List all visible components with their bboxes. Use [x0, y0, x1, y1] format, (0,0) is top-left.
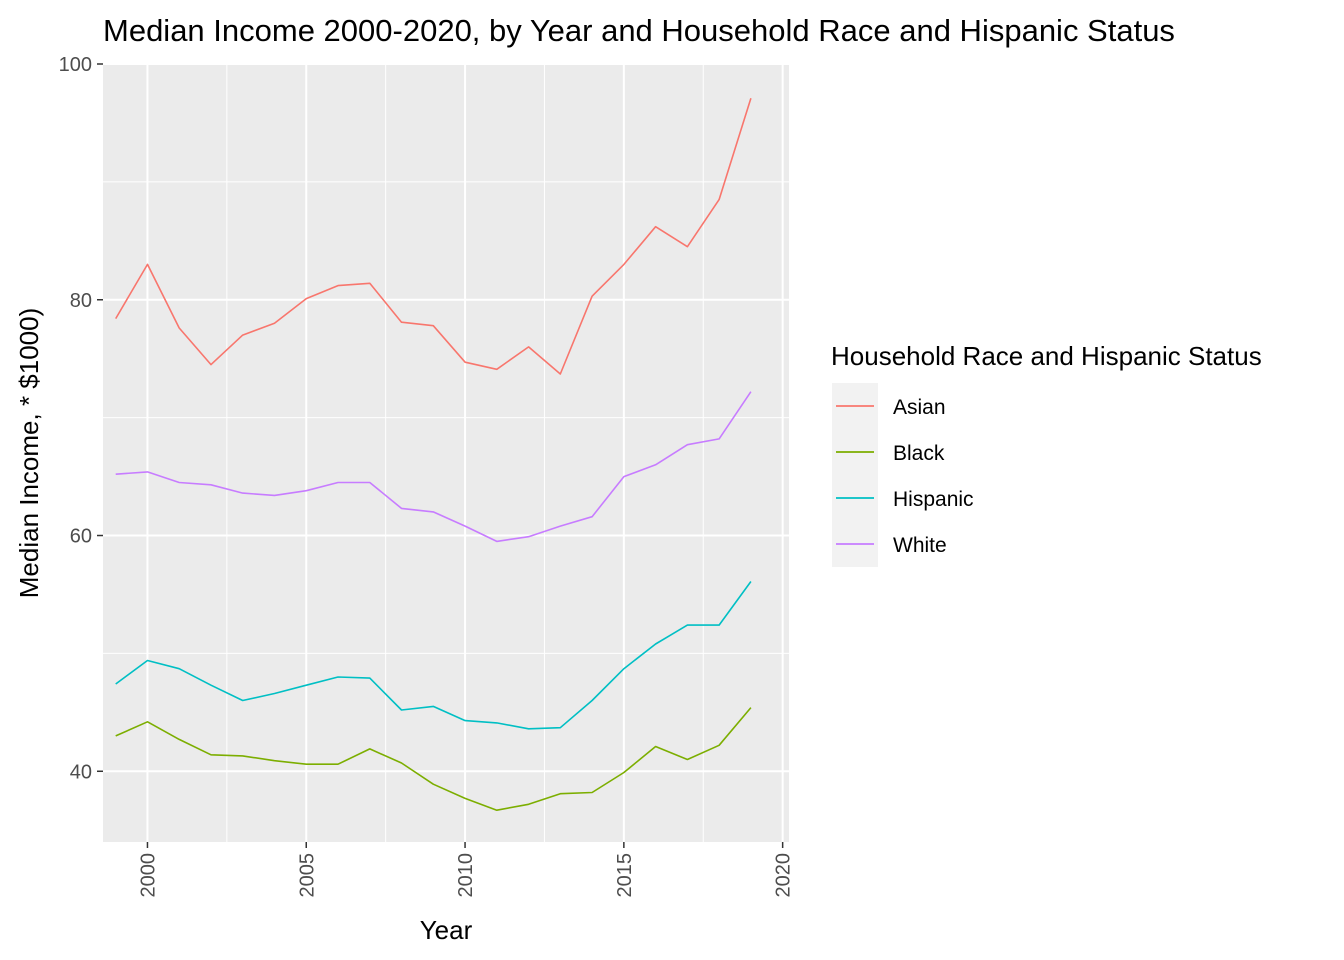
- y-tick-label: 100: [59, 54, 92, 76]
- series-lines: [115, 97, 752, 812]
- x-tick-label: 2015: [614, 853, 636, 898]
- x-tick-label: 2000: [137, 853, 159, 898]
- legend-label-hispanic: Hispanic: [893, 488, 974, 511]
- plot-panel: [103, 64, 789, 842]
- chart-title: Median Income 2000-2020, by Year and Hou…: [103, 13, 1175, 48]
- legend: Asian Black Hispanic White: [832, 383, 974, 567]
- series-line-black: [115, 707, 752, 812]
- x-tick-label: 2010: [455, 853, 477, 898]
- legend-label-white: White: [893, 534, 947, 557]
- legend-label-asian: Asian: [893, 396, 946, 419]
- series-line-white: [115, 391, 752, 543]
- y-axis: 40 60 80 100: [59, 54, 103, 783]
- legend-label-black: Black: [893, 442, 945, 465]
- x-axis: 2000 2005 2010 2015 2020: [137, 842, 795, 898]
- legend-key-background: [832, 383, 878, 567]
- y-tick-label: 80: [70, 290, 92, 312]
- y-axis-title: Median Income, * $1000): [14, 308, 44, 599]
- x-tick-label: 2020: [773, 853, 795, 898]
- x-tick-label: 2005: [296, 853, 318, 898]
- series-line-hispanic: [115, 581, 752, 730]
- y-tick-label: 40: [70, 761, 92, 783]
- series-line-asian: [115, 97, 752, 375]
- y-tick-label: 60: [70, 526, 92, 548]
- legend-title: Household Race and Hispanic Status: [831, 341, 1262, 371]
- grid-lines: [103, 63, 789, 842]
- x-axis-title: Year: [420, 915, 473, 945]
